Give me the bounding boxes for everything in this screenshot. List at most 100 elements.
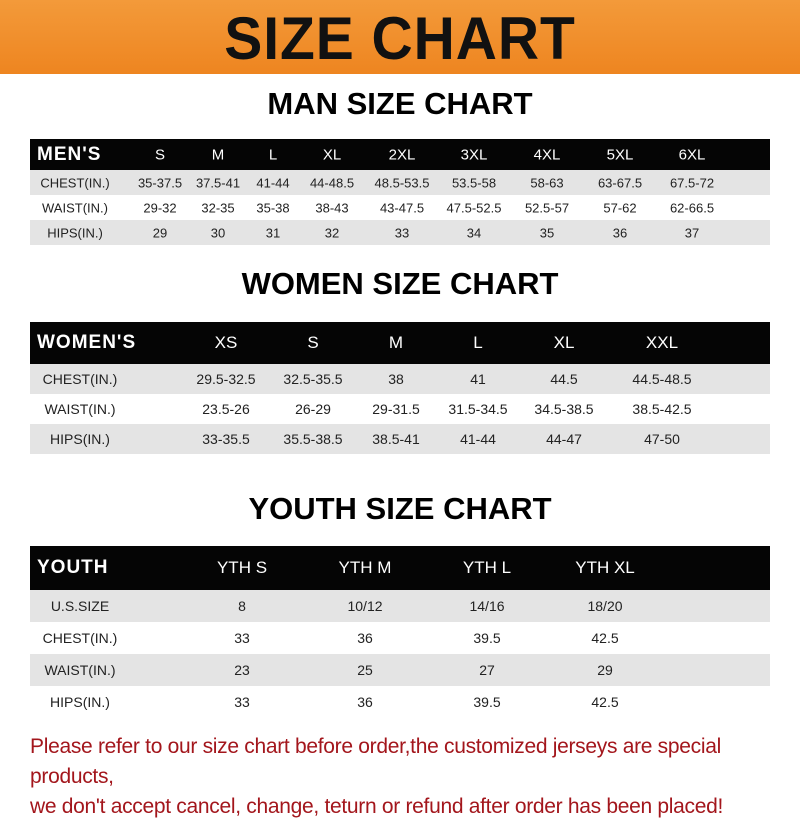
table-cell: 52.5-57 — [524, 200, 570, 215]
table-cell: 4XL — [533, 146, 561, 163]
men-section-title: MAN SIZE CHART — [267, 86, 533, 121]
table-cell: 63-67.5 — [597, 175, 643, 190]
table-cell: 48.5-53.5 — [374, 175, 430, 190]
row-label: WAIST(IN.) — [44, 401, 116, 417]
row-label: CHEST(IN.) — [42, 630, 118, 646]
table-cell: XL — [322, 146, 342, 163]
table-cell: 36 — [357, 630, 373, 646]
table-cell: 37.5-41 — [195, 175, 241, 190]
table-cell: 26-29 — [295, 401, 331, 417]
table-cell: 58-63 — [530, 175, 564, 190]
banner-title: SIZE CHART — [224, 5, 576, 72]
women-size-table: WOMEN'S XS S M L XL XXL CHEST(IN.) 29.5-32.5 32.5… — [30, 322, 770, 454]
table-cell: 38.5-42.5 — [632, 401, 692, 417]
table-cell: 6XL — [678, 146, 706, 163]
table-cell: 41 — [470, 371, 486, 387]
disclaimer-line-2: we don't accept cancel, change, teturn o… — [30, 795, 724, 818]
table-row: WAIST(IN.) 29-32 32-35 35-38 38-43 43-47.5 47.… — [30, 195, 770, 220]
table-cell: 29.5-32.5 — [196, 371, 256, 387]
row-label: WAIST(IN.) — [44, 662, 116, 678]
row-label: HIPS(IN.) — [50, 431, 110, 447]
disclaimer-note: Please refer to our size chart before or… — [30, 732, 790, 822]
table-cell: 23 — [234, 662, 250, 678]
table-cell: 35.5-38.5 — [283, 431, 343, 447]
table-cell: 29-31.5 — [372, 401, 420, 417]
table-cell: 31 — [265, 225, 281, 240]
men-size-table: MEN'S S M L XL 2XL 3XL 4XL 5XL 6XL CHEST(IN.) 35-37… — [30, 139, 770, 245]
table-row: CHEST(IN.) 29.5-32.5 32.5-35.5 38 41 44.5 44.5… — [30, 364, 770, 394]
table-cell: XL — [553, 333, 575, 352]
table-cell: 14/16 — [469, 598, 505, 614]
table-cell: 18/20 — [587, 598, 623, 614]
table-cell: 38-43 — [315, 200, 349, 215]
table-cell: 44-48.5 — [309, 175, 355, 190]
table-cell: M — [388, 333, 404, 352]
table-cell: 8 — [238, 598, 246, 614]
table-cell: 36 — [357, 694, 373, 710]
table-cell: 27 — [479, 662, 495, 678]
table-cell: 31.5-34.5 — [448, 401, 508, 417]
table-cell: 44-47 — [546, 431, 582, 447]
youth-size-table: YOUTH YTH S YTH M YTH L YTH XL U.S.SIZE 8 10/12… — [30, 546, 770, 718]
table-cell: S — [307, 333, 319, 352]
table-cell: 29 — [597, 662, 613, 678]
women-section-title: WOMEN SIZE CHART — [241, 266, 559, 301]
table-cell: 41-44 — [460, 431, 496, 447]
table-row: CHEST(IN.) 35-37.5 37.5-41 41-44 44-48.5 48.5… — [30, 170, 770, 195]
table-row: WAIST(IN.) 23.5-26 26-29 29-31.5 31.5-34.5 34… — [30, 394, 770, 424]
table-cell: L — [473, 333, 483, 352]
table-cell: 38.5-41 — [372, 431, 420, 447]
table-cell: 32.5-35.5 — [283, 371, 343, 387]
table-cell: YTH XL — [575, 558, 635, 577]
row-label: CHEST(IN.) — [40, 175, 110, 190]
table-cell: 37 — [684, 225, 700, 240]
table-cell: YTH S — [216, 558, 268, 577]
table-cell: 32 — [324, 225, 340, 240]
table-cell: 23.5-26 — [202, 401, 250, 417]
table-cell: 42.5 — [591, 694, 619, 710]
row-label: WAIST(IN.) — [42, 200, 108, 215]
table-cell: 35 — [539, 225, 555, 240]
table-cell: 34 — [466, 225, 482, 240]
table-cell: 41-44 — [256, 175, 290, 190]
table-cell: 53.5-58 — [451, 175, 497, 190]
table-row: WAIST(IN.) 23 25 27 29 — [30, 654, 770, 686]
row-label: HIPS(IN.) — [50, 694, 110, 710]
table-cell: YTH M — [338, 558, 392, 577]
table-cell: 44.5-48.5 — [632, 371, 692, 387]
table-cell: 2XL — [388, 146, 416, 163]
table-cell: 36 — [612, 225, 628, 240]
table-cell: 33 — [394, 225, 410, 240]
row-label: WOMEN'S — [37, 332, 137, 353]
table-cell: XXL — [645, 333, 679, 352]
table-cell: 67.5-72 — [669, 175, 715, 190]
table-cell: 33 — [234, 694, 250, 710]
table-cell: 10/12 — [347, 598, 383, 614]
row-label: YOUTH — [37, 557, 109, 578]
table-cell: XS — [214, 333, 238, 352]
row-label: U.S.SIZE — [50, 598, 110, 614]
table-cell: M — [211, 146, 225, 163]
table-cell: 38 — [388, 371, 404, 387]
table-row: U.S.SIZE 8 10/12 14/16 18/20 — [30, 590, 770, 622]
table-cell: 29-32 — [143, 200, 177, 215]
table-header-row: WOMEN'S XS S M L XL XXL — [30, 322, 770, 364]
table-cell: 42.5 — [591, 630, 619, 646]
banner: SIZE CHART — [0, 0, 800, 74]
table-cell: 25 — [357, 662, 373, 678]
table-cell: 34.5-38.5 — [534, 401, 594, 417]
table-cell: YTH L — [462, 558, 512, 577]
table-row: CHEST(IN.) 33 36 39.5 42.5 — [30, 622, 770, 654]
table-row: HIPS(IN.) 29 30 31 32 33 34 35 36 37 — [30, 220, 770, 245]
table-cell: 35-38 — [256, 200, 290, 215]
table-cell: 47-50 — [644, 431, 680, 447]
youth-section-title: YOUTH SIZE CHART — [248, 491, 552, 526]
table-cell: 32-35 — [201, 200, 235, 215]
table-header-row: MEN'S S M L XL 2XL 3XL 4XL 5XL 6XL — [30, 139, 770, 170]
table-cell: 44.5 — [550, 371, 578, 387]
disclaimer-line-1: Please refer to our size chart before or… — [30, 735, 721, 788]
table-cell: 35-37.5 — [137, 175, 183, 190]
table-cell: 43-47.5 — [379, 200, 425, 215]
table-cell: 33-35.5 — [202, 431, 250, 447]
table-row: HIPS(IN.) 33-35.5 35.5-38.5 38.5-41 41-44 44-… — [30, 424, 770, 454]
